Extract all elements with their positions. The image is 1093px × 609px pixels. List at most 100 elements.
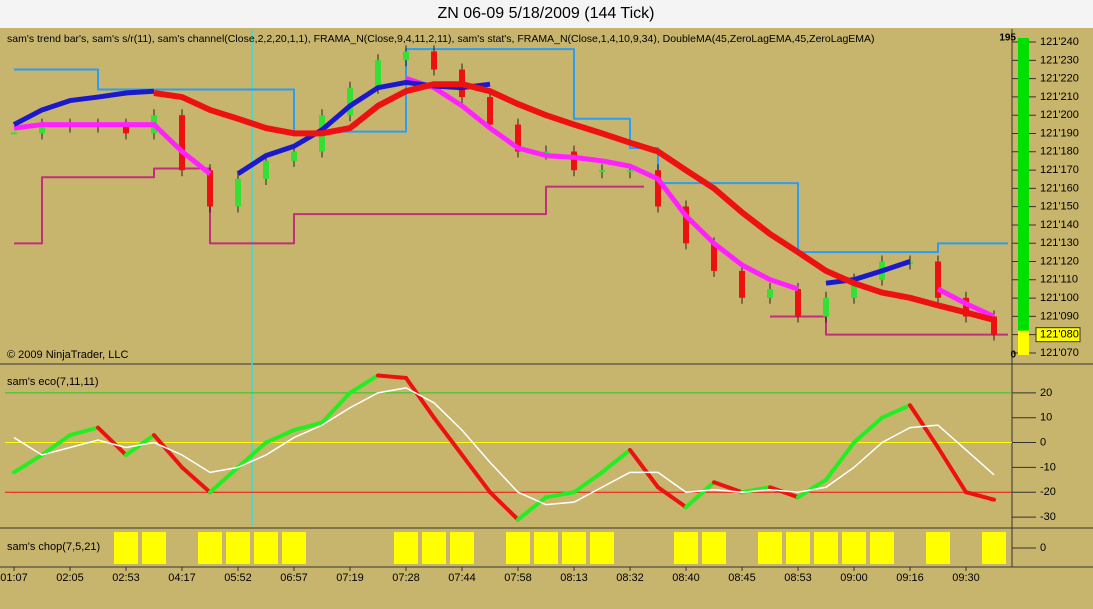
chop-bar — [254, 532, 278, 564]
x-tick-label: 07:58 — [504, 572, 532, 584]
chop-label: sam's chop(7,5,21) — [7, 541, 100, 553]
y-tick-label: 121'230 — [1040, 54, 1079, 66]
series-line — [13, 75, 996, 319]
price-bar — [487, 97, 493, 125]
eco-segment — [12, 452, 44, 475]
x-tick-label: 07:44 — [448, 572, 476, 584]
price-bar — [599, 170, 605, 173]
eco-segment — [236, 440, 268, 470]
x-tick-label: 09:00 — [840, 572, 868, 584]
y-tick-label: 10 — [1040, 412, 1052, 424]
eco-label: sam's eco(7,11,11) — [7, 376, 99, 388]
y-tick-label: 121'100 — [1040, 292, 1079, 304]
chop-bar — [814, 532, 838, 564]
eco-segment — [964, 490, 996, 502]
chop-bar — [786, 532, 810, 564]
eco-segment — [460, 452, 492, 495]
eco-segment — [572, 470, 604, 495]
price-bar — [347, 87, 353, 116]
eco-segment — [852, 415, 884, 445]
chop-bar — [982, 532, 1006, 564]
eco-segment — [96, 425, 128, 457]
price-bar — [515, 124, 521, 152]
x-tick-label: 01:07 — [0, 572, 28, 584]
price-bar — [795, 289, 801, 317]
y-tick-label: 121'070 — [1040, 347, 1079, 359]
y-tick-label: -20 — [1040, 486, 1056, 498]
eco-segment — [40, 433, 72, 457]
y-tick-label: 121'210 — [1040, 91, 1079, 103]
chop-bar — [282, 532, 306, 564]
y-tick-label: 20 — [1040, 387, 1052, 399]
series-line — [13, 387, 995, 506]
price-bar — [711, 243, 717, 271]
price-bar — [11, 132, 17, 135]
x-tick-label: 06:57 — [280, 572, 308, 584]
eco-segment — [796, 477, 828, 500]
chop-bar — [506, 532, 530, 564]
eco-segment — [544, 490, 576, 500]
y-tick-label: 121'110 — [1040, 274, 1078, 286]
indicators-label: sam's trend bar's, sam's s/r(11), sam's … — [7, 33, 875, 45]
price-bar — [683, 206, 689, 244]
price-bar — [235, 178, 241, 207]
last-price-label: 121'080 — [1040, 329, 1079, 341]
eco-segment — [376, 373, 408, 380]
eco-segment — [656, 485, 688, 510]
price-bar — [263, 160, 269, 179]
y-tick-label: 121'220 — [1040, 73, 1079, 85]
y-tick-label: -30 — [1040, 511, 1056, 523]
price-bar — [571, 151, 577, 171]
eco-segment — [432, 415, 464, 457]
eco-segment — [768, 485, 800, 500]
window-title: ZN 06-09 5/18/2009 (144 Tick) — [437, 5, 654, 22]
last-price-tag — [1035, 327, 1081, 343]
y-tick-label: 121'090 — [1040, 310, 1079, 322]
price-bar — [207, 170, 213, 207]
chop-bar — [450, 532, 474, 564]
price-bar — [403, 51, 409, 61]
eco-segment — [824, 440, 856, 482]
chop-bar — [758, 532, 782, 564]
x-tick-label: 08:53 — [784, 572, 812, 584]
x-tick-label: 07:28 — [392, 572, 420, 584]
series-line — [153, 81, 995, 323]
price-bar — [739, 270, 745, 298]
eco-segment — [880, 403, 912, 420]
eco-segment — [68, 425, 100, 438]
price-bar — [431, 51, 437, 70]
y-tick-label: 121'160 — [1040, 182, 1079, 194]
x-tick-label: 02:53 — [112, 572, 140, 584]
price-bar — [963, 297, 969, 317]
volume-tick-label: 195 — [999, 33, 1016, 44]
eco-segment — [152, 433, 184, 470]
chop-bar — [394, 532, 418, 564]
price-bar — [291, 151, 297, 161]
x-tick-label: 02:05 — [56, 572, 84, 584]
eco-segment — [488, 490, 520, 522]
chop-bar — [534, 532, 558, 564]
x-tick-label: 09:16 — [896, 572, 924, 584]
price-bar — [179, 115, 185, 171]
eco-segment — [684, 480, 716, 510]
y-tick-label: 0 — [1040, 436, 1046, 448]
price-bar — [39, 124, 45, 134]
y-tick-label: 121'190 — [1040, 127, 1079, 139]
chop-bar — [590, 532, 614, 564]
eco-segment — [180, 465, 212, 495]
y-tick-label: 121'130 — [1040, 237, 1079, 249]
y-tick-label: 0 — [1040, 542, 1046, 554]
copyright: © 2009 NinjaTrader, LLC — [7, 349, 128, 361]
eco-segment — [348, 373, 380, 395]
x-tick-label: 05:52 — [224, 572, 252, 584]
price-bar — [375, 60, 381, 88]
chop-bar — [870, 532, 894, 564]
eco-segment — [320, 390, 352, 425]
eco-segment — [404, 375, 436, 420]
x-tick-label: 09:30 — [952, 572, 980, 584]
chop-bar — [842, 532, 866, 564]
chop-bar — [198, 532, 222, 564]
x-tick-label: 08:13 — [560, 572, 588, 584]
